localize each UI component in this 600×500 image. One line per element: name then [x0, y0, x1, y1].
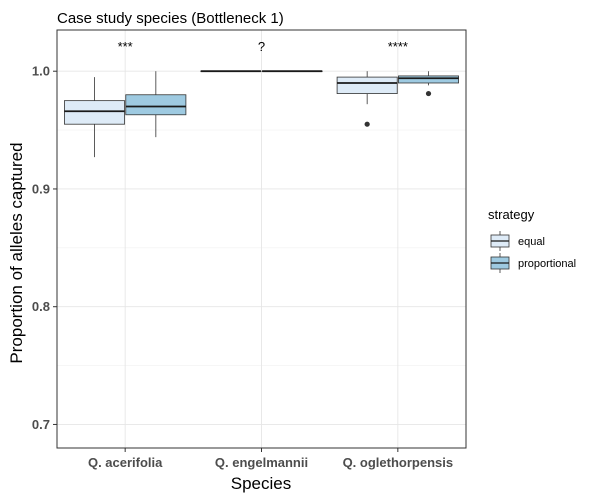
y-tick-label: 1.0	[32, 64, 50, 79]
box-body	[336, 76, 398, 94]
box-equal-0	[64, 77, 125, 158]
x-tick-label: Q. oglethorpensis	[343, 455, 454, 470]
y-tick-label: 0.9	[32, 181, 50, 196]
significance-label: ***	[118, 39, 133, 54]
significance-label: ?	[258, 39, 265, 54]
outlier-point	[364, 121, 370, 127]
box-proportional-0	[125, 71, 187, 138]
x-tick-label: Q. acerifolia	[88, 455, 163, 470]
box-body	[125, 94, 187, 116]
legend-title: strategy	[488, 207, 535, 222]
y-tick-label: 0.7	[32, 417, 50, 432]
plot-border	[56, 29, 467, 449]
chart-title: Case study species (Bottleneck 1)	[57, 10, 284, 27]
x-tick-label: Q. engelmannii	[215, 455, 308, 470]
significance-label: ****	[388, 39, 408, 54]
box-body	[64, 100, 125, 125]
box-equal-2	[336, 71, 398, 127]
box-proportional-2	[398, 71, 459, 97]
plot-area: 0.7 0.8 0.9 1.0 Q. acerifolia Q. engelmannii Q…	[32, 29, 467, 470]
y-tick-label: 0.8	[32, 299, 50, 314]
legend: strategy equal proportional	[488, 207, 576, 273]
outlier-point	[425, 90, 432, 97]
legend-label-proportional: proportional	[518, 258, 576, 270]
x-axis-title: Species	[231, 474, 291, 493]
y-axis-title: Proportion of alleles captured	[7, 142, 26, 363]
legend-label-equal: equal	[518, 236, 545, 248]
box-body	[398, 75, 459, 84]
